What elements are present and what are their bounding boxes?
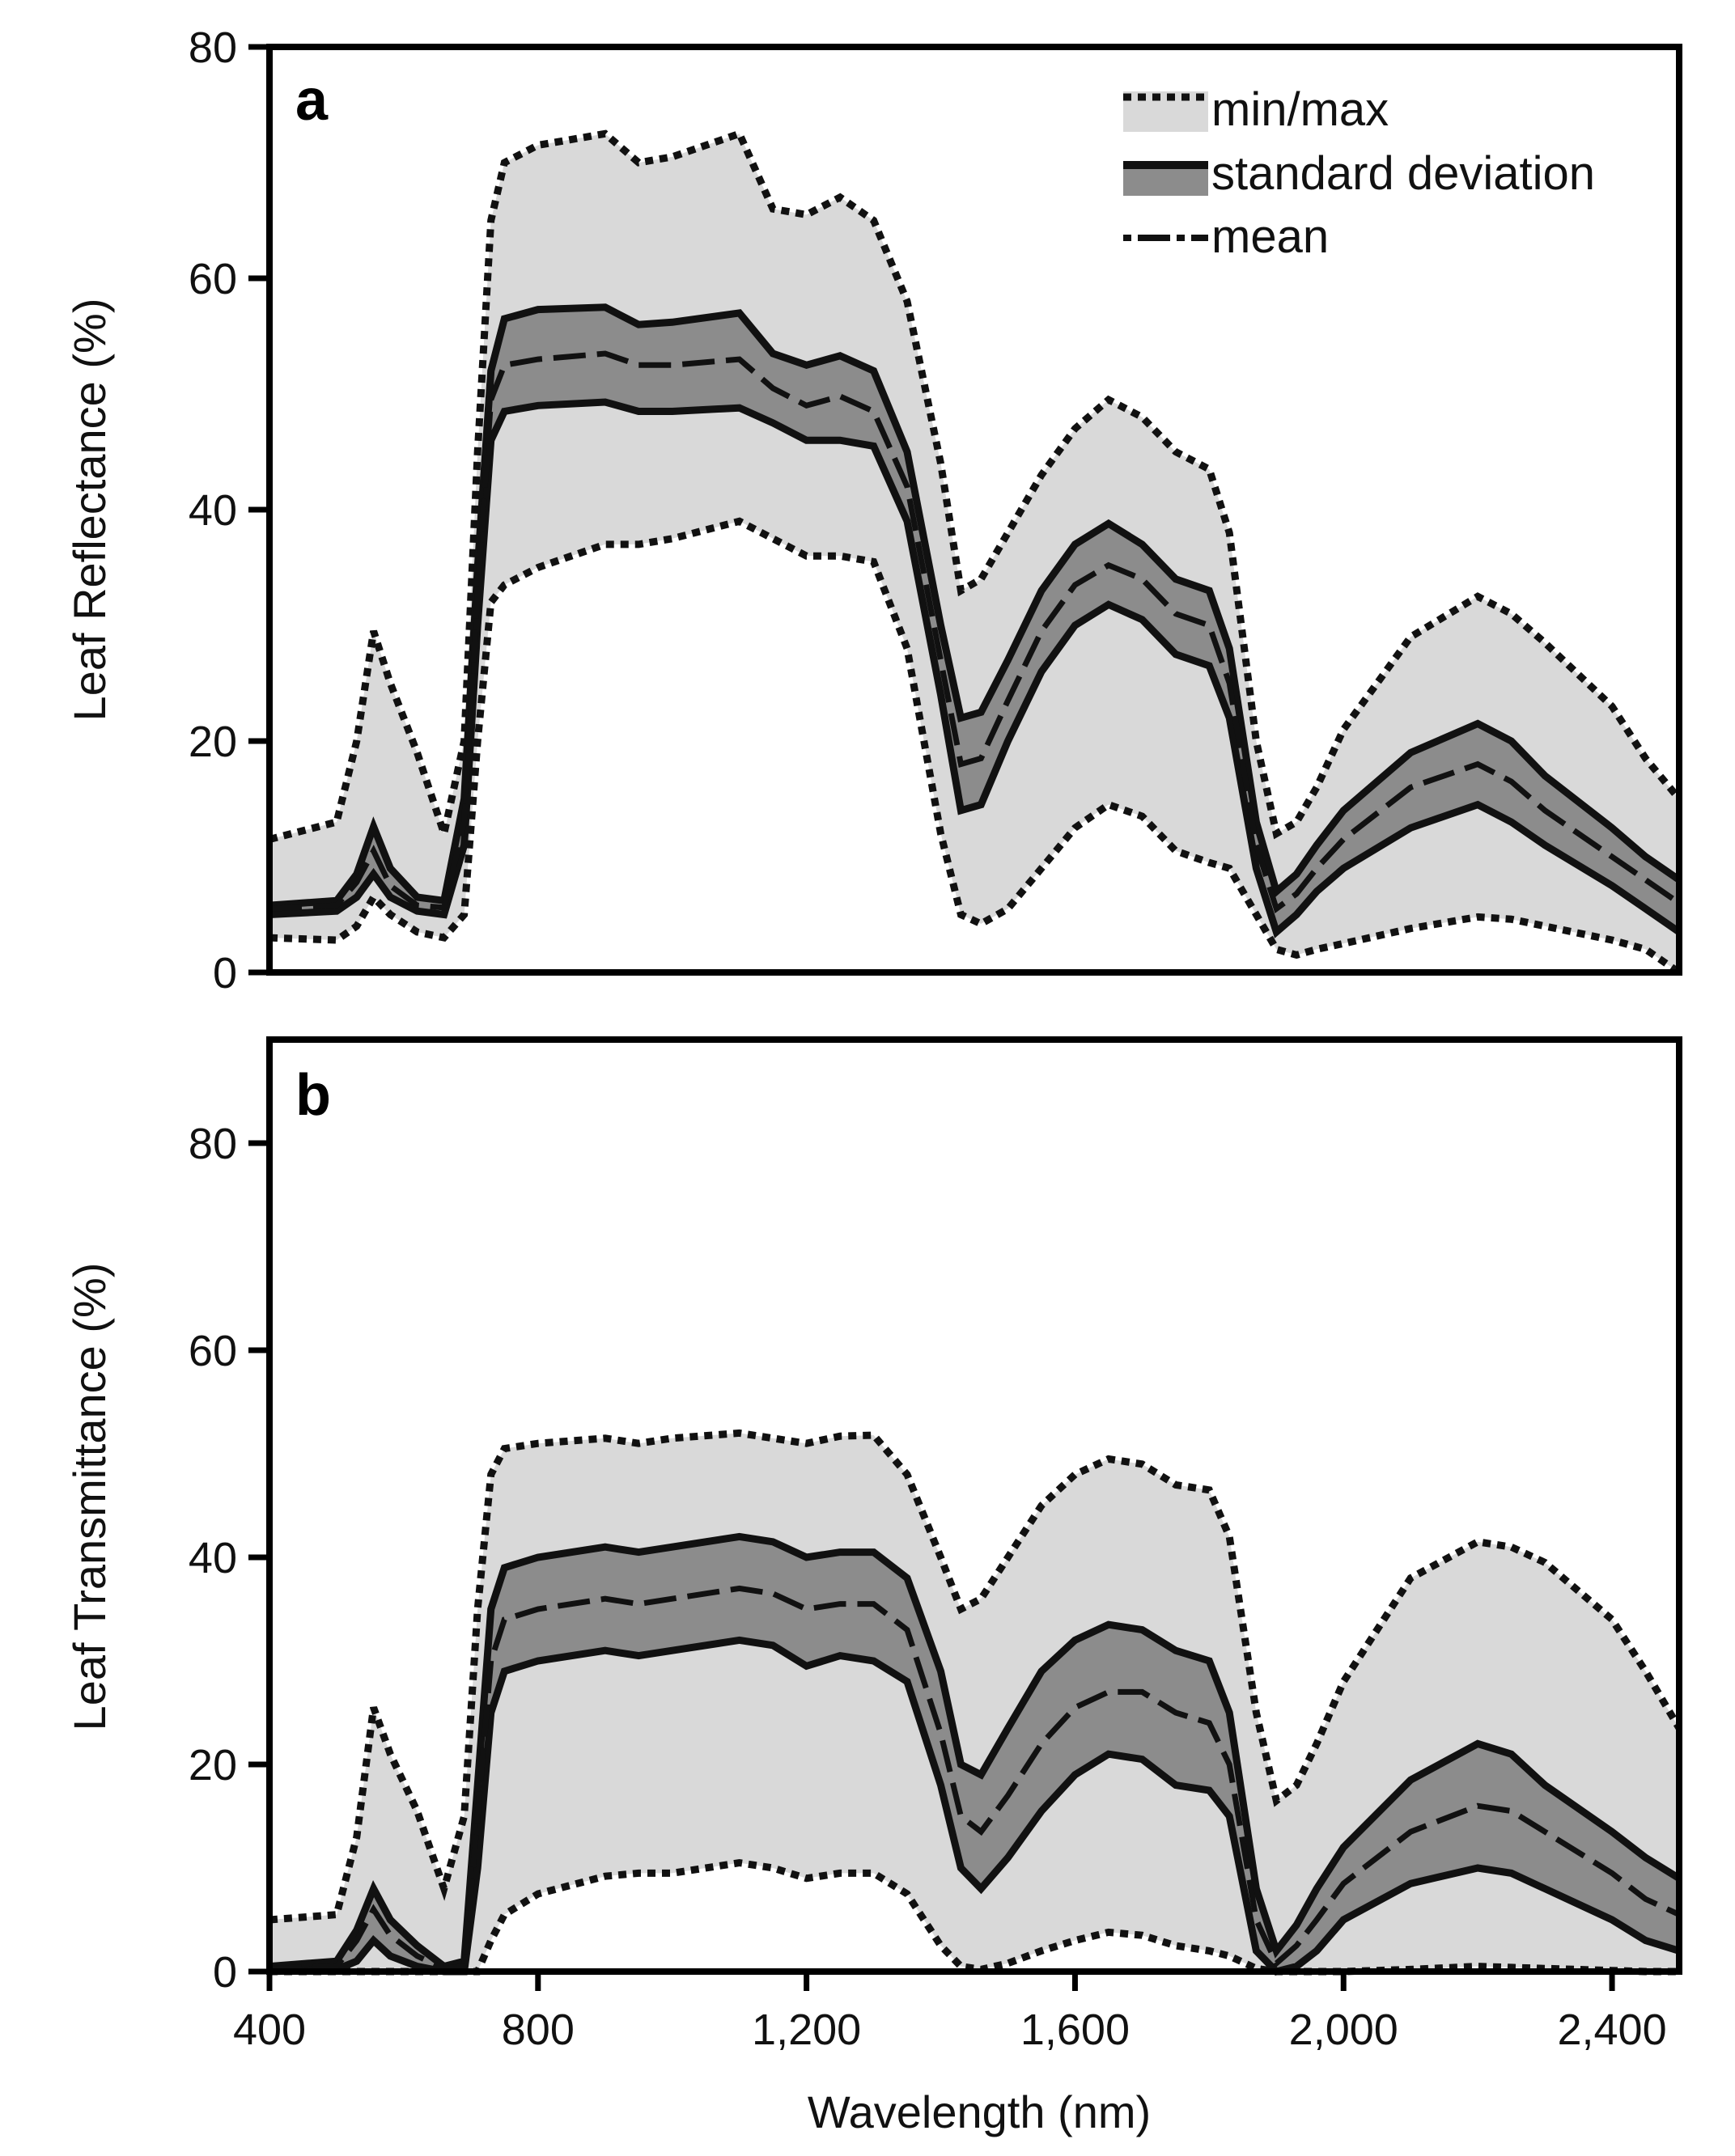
y-tick-label: 80	[189, 23, 237, 72]
panel-b-y-axis: 0 20 40 60 80	[189, 1120, 269, 1997]
x-tick-label: 1,200	[752, 2006, 861, 2054]
panel-b-letter: b	[295, 1063, 331, 1128]
legend-mean-label: mean	[1211, 210, 1329, 263]
panel-a-reflectance: 0 20 40 60 80 Leaf Reflectance (%) a min/max…	[64, 23, 1682, 998]
legend-std-label: standard deviation	[1211, 147, 1595, 200]
x-axis-title: Wavelength (nm)	[808, 2086, 1151, 2137]
y-tick-label: 60	[189, 255, 237, 303]
y-tick-label: 40	[189, 486, 237, 535]
max-line	[269, 1429, 1682, 1924]
y-tick-label: 20	[189, 1741, 237, 1790]
panel-b-transmittance: 0 20 40 60 80 400 800 1,200 1,600 2,000 2,400 Lea…	[64, 1036, 1682, 2137]
y-tick-label: 20	[189, 718, 237, 766]
y-tick-label: 60	[189, 1327, 237, 1375]
x-tick-label: 2,000	[1289, 2006, 1398, 2054]
mean-line	[269, 1585, 1681, 1972]
std-lower-line	[269, 1636, 1681, 1976]
y-tick-label: 0	[213, 1948, 237, 1997]
x-tick-label: 800	[502, 2006, 575, 2054]
x-tick-label: 2,400	[1557, 2006, 1666, 2054]
panel-b-frame	[266, 1036, 1682, 1975]
x-tick-label: 400	[233, 2006, 306, 2054]
mean-line	[269, 350, 1681, 914]
panel-a-y-axis: 0 20 40 60 80	[189, 23, 269, 998]
y-tick-label: 40	[189, 1534, 237, 1582]
std-band	[269, 1536, 1679, 1972]
y-tick-label: 80	[189, 1120, 237, 1168]
min-line	[269, 517, 1682, 976]
legend-minmax-swatch	[1123, 91, 1208, 132]
panel-a-y-axis-title: Leaf Reflectance (%)	[64, 299, 115, 722]
y-tick-label: 0	[213, 949, 237, 998]
legend: min/max standard deviation mean	[1123, 83, 1595, 263]
x-tick-label: 1,600	[1020, 2006, 1130, 2054]
panel-b-y-axis-title: Leaf Transmittance (%)	[64, 1263, 115, 1731]
legend-minmax-label: min/max	[1211, 83, 1389, 136]
max-line	[268, 129, 1682, 848]
panel-a-letter: a	[295, 68, 329, 133]
panel-b-x-axis: 400 800 1,200 1,600 2,000 2,400	[233, 1972, 1667, 2054]
